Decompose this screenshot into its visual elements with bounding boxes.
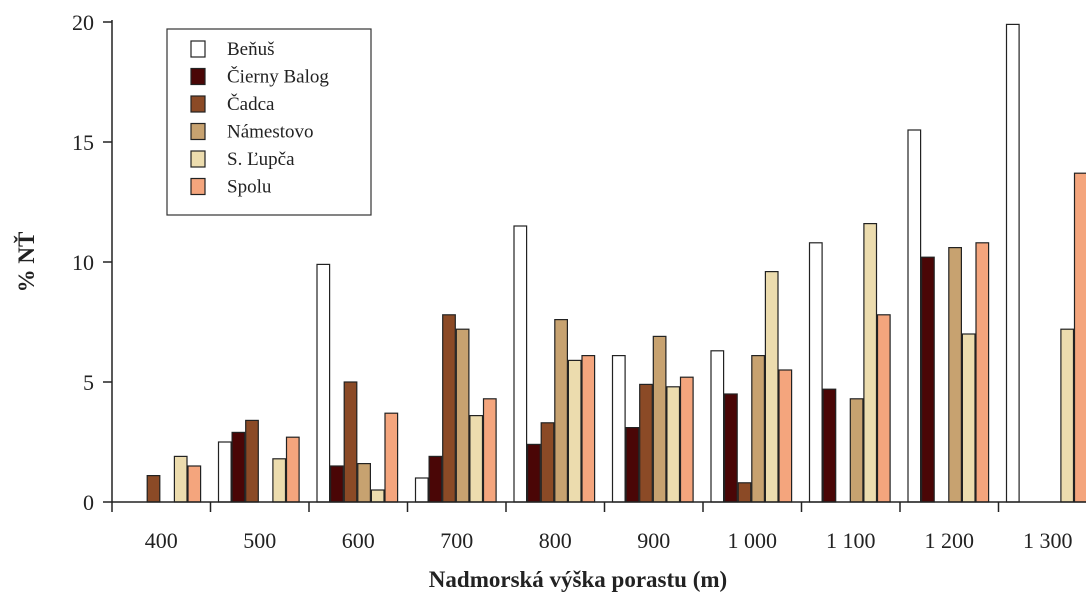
- y-tick-label: 5: [83, 370, 94, 395]
- y-tick-label: 10: [72, 250, 94, 275]
- bar-400-4: [173, 455, 188, 503]
- bar-1200-5: [975, 242, 990, 503]
- x-axis-title: Nadmorská výška porastu (m): [429, 567, 727, 592]
- x-tick-label: 1 000: [728, 528, 778, 553]
- y-axis-title: % NŤ: [13, 232, 39, 293]
- x-tick-label: 700: [440, 528, 473, 553]
- bar-1200-3: [948, 247, 962, 503]
- bar-700-5: [482, 398, 497, 503]
- bar-500-4: [272, 458, 287, 503]
- bar-1100-1: [822, 388, 837, 503]
- bar-600-1: [330, 465, 344, 503]
- x-tick-label: 600: [342, 528, 375, 553]
- bar-800-5: [581, 355, 596, 503]
- legend-label-4: S. Ľupča: [227, 149, 295, 170]
- legend-swatch-3: [190, 122, 206, 141]
- bar-400-5: [187, 465, 202, 503]
- bar-600-0: [316, 263, 331, 503]
- bar-400-2: [146, 475, 161, 503]
- legend-swatch-0: [190, 40, 206, 58]
- legend-label-1: Čierny Balog: [227, 66, 329, 88]
- bar-600-5: [384, 412, 399, 503]
- x-tick-label: 1 200: [925, 528, 975, 553]
- bar-800-2: [540, 422, 555, 503]
- legend: Beňuš Čierny Balog Čadca Námestovo S. Ľupča S…: [166, 28, 372, 216]
- bar-500-0: [217, 441, 232, 503]
- bar-1000-1: [723, 393, 738, 503]
- bar-700-1: [428, 455, 443, 503]
- y-tick-label: 0: [83, 490, 94, 515]
- bar-700-3: [455, 328, 470, 503]
- bar-1000-4: [764, 271, 779, 503]
- bar-900-4: [666, 386, 681, 503]
- bar-1100-5: [876, 314, 891, 503]
- bar-900-5: [679, 376, 694, 503]
- bar-1300-5: [1073, 172, 1086, 503]
- bar-1000-5: [778, 369, 793, 503]
- bar-700-2: [442, 314, 456, 503]
- axes-layer: 0 5 10 15 20 400 500 600 700 800 900 1 000 1 100 1 20…: [72, 10, 1086, 553]
- bar-900-1: [625, 427, 640, 503]
- bar-500-5: [285, 436, 300, 503]
- legend-label-2: Čadca: [227, 93, 275, 115]
- bar-1100-4: [863, 223, 878, 503]
- bar-500-2: [245, 419, 259, 503]
- bar-800-0: [513, 225, 528, 503]
- bar-900-3: [652, 335, 667, 503]
- legend-swatch-1: [190, 67, 206, 86]
- bar-800-4: [567, 359, 582, 503]
- bar-1300-4: [1060, 328, 1075, 503]
- bar-600-4: [370, 489, 385, 503]
- legend-swatch-4: [190, 150, 206, 168]
- x-tick-label: 1 100: [826, 528, 876, 553]
- x-tick-label: 900: [637, 528, 670, 553]
- legend-swatch-2: [190, 95, 206, 113]
- bar-600-3: [357, 463, 371, 503]
- bar-1200-4: [961, 333, 976, 503]
- x-tick-label: 500: [243, 528, 276, 553]
- bar-800-3: [554, 319, 568, 503]
- bar-900-0: [611, 355, 626, 503]
- y-tick-label: 20: [72, 10, 94, 35]
- bar-700-4: [469, 415, 484, 503]
- bar-600-2: [343, 381, 358, 503]
- legend-label-5: Spolu: [227, 177, 272, 198]
- bar-800-1: [526, 443, 541, 503]
- bar-1000-0: [710, 350, 725, 503]
- bar-1300-0: [1005, 23, 1020, 503]
- bar-1100-3: [849, 398, 864, 503]
- bar-1200-1: [920, 256, 935, 503]
- legend-label-3: Námestovo: [227, 122, 314, 143]
- x-tick-label: 1 300: [1023, 528, 1073, 553]
- y-tick-label: 15: [72, 130, 94, 155]
- bar-1000-3: [751, 355, 765, 503]
- legend-label-0: Beňuš: [227, 39, 275, 60]
- bar-1200-0: [907, 129, 922, 503]
- bar-1100-0: [808, 242, 823, 503]
- bar-1000-2: [737, 482, 752, 503]
- bar-900-2: [639, 383, 653, 503]
- legend-swatch-5: [190, 177, 206, 196]
- bar-700-0: [414, 477, 429, 503]
- x-tick-label: 400: [145, 528, 178, 553]
- bar-500-1: [231, 431, 246, 503]
- x-tick-label: 800: [539, 528, 572, 553]
